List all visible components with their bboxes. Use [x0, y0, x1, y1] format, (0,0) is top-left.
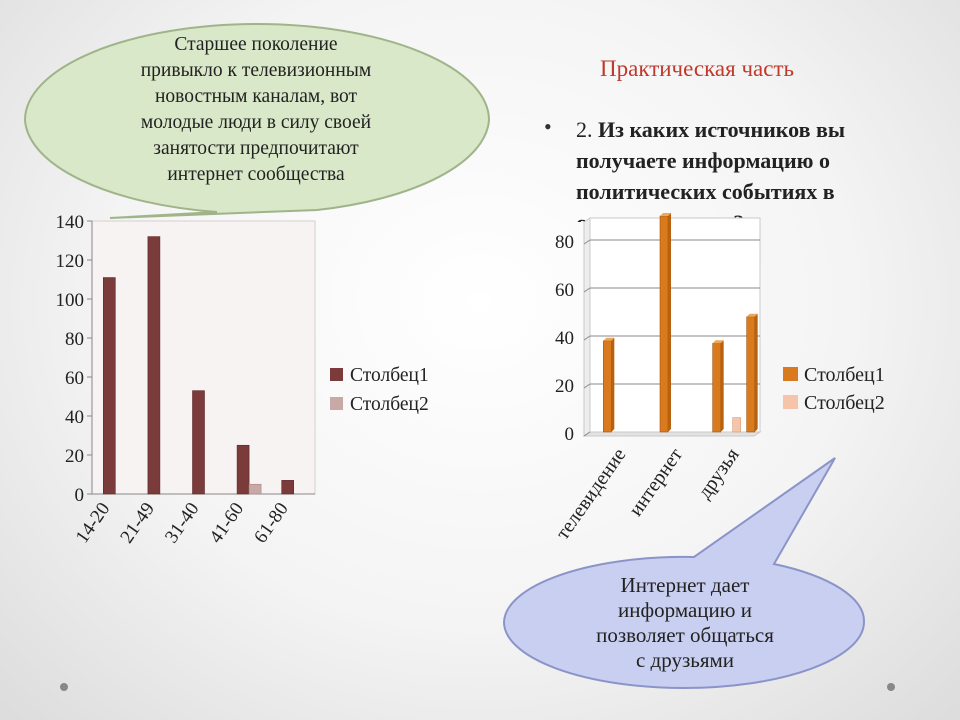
- question-text: 2. Из каких источников вы получаете инфо…: [576, 114, 916, 222]
- callout-top-left-line: молодые люди в силу своей: [140, 112, 372, 133]
- y-tick-label: 60: [555, 280, 574, 301]
- callout-top-left-line: занятости предпочитают: [153, 138, 359, 159]
- bullet: •: [544, 114, 552, 139]
- callout-top-left-line: интернет сообщества: [167, 164, 345, 185]
- bar-Столбец1: [192, 390, 205, 495]
- legend-swatch: [330, 368, 343, 381]
- legend-label: Столбец1: [804, 364, 885, 386]
- question-line-2: получаете информацию о: [576, 148, 830, 173]
- bar-Столбец2: [732, 417, 741, 433]
- y-tick-label: 40: [65, 407, 84, 428]
- legend-label: Столбец1: [350, 365, 429, 386]
- callout-top-left-line: привыкло к телевизионным: [140, 60, 372, 81]
- corner-dot: [60, 683, 68, 691]
- bar-top: [746, 313, 758, 317]
- callout-bottom-right-text: Интернет дает информацию и позволяет общ…: [545, 573, 825, 673]
- question-line-3: политических событиях в: [576, 179, 835, 204]
- y-tick-label: 120: [56, 251, 85, 272]
- y-tick-label: 0: [565, 424, 575, 445]
- y-tick-label: 20: [65, 446, 84, 467]
- bar-Столбец1: [103, 277, 116, 495]
- bar-side: [668, 213, 671, 432]
- bar-top: [712, 340, 724, 344]
- legend-swatch: [783, 367, 798, 381]
- slide-title: Практическая часть: [600, 56, 794, 81]
- y-tick-label: 20: [555, 376, 574, 397]
- grid-line-side: [583, 287, 591, 293]
- bar-top: [660, 213, 671, 216]
- y-tick-label: 80: [555, 232, 574, 253]
- callout-bottom-right-line: позволяет общаться: [596, 623, 774, 647]
- legend-label: Столбец2: [350, 394, 429, 415]
- grid-line-side: [583, 239, 591, 245]
- bar-side: [754, 313, 758, 432]
- corner-dot: [887, 683, 895, 691]
- grid-line-side: [583, 431, 591, 437]
- callout-top-left-line: новостным каналам, вот: [154, 86, 358, 107]
- bar-side: [720, 340, 724, 432]
- legend-swatch: [330, 397, 343, 410]
- grid-line-side: [583, 335, 591, 341]
- y-tick-label: 100: [56, 290, 85, 311]
- callout-bottom-right-line: с друзьями: [635, 648, 735, 672]
- y-tick-label: 0: [75, 485, 85, 506]
- bar-Столбец1: [147, 236, 161, 495]
- grid-line-side: [583, 383, 591, 389]
- callout-bottom-right-line: Интернет дает: [620, 573, 750, 597]
- callout-bottom-right-line: информацию и: [618, 598, 752, 622]
- bar-top: [603, 337, 615, 341]
- bar-Столбец1: [281, 480, 295, 495]
- legend-swatch: [783, 395, 798, 409]
- bar-side: [611, 337, 615, 432]
- y-tick-label: 140: [56, 212, 85, 233]
- y-tick-label: 40: [555, 328, 574, 349]
- y-tick-label: 80: [65, 329, 84, 350]
- question-number: 2.: [576, 117, 593, 142]
- bar-Столбец1: [236, 444, 250, 495]
- y-tick-label: 60: [65, 368, 84, 389]
- callout-top-left-text: Старшее поколение привыкло к телевизионн…: [96, 32, 416, 188]
- callout-top-left-line: Старшее поколение: [174, 34, 338, 55]
- question-line-1: Из каких источников вы: [598, 117, 846, 142]
- bar-Столбец2: [248, 483, 262, 495]
- legend-label: Столбец2: [804, 392, 885, 414]
